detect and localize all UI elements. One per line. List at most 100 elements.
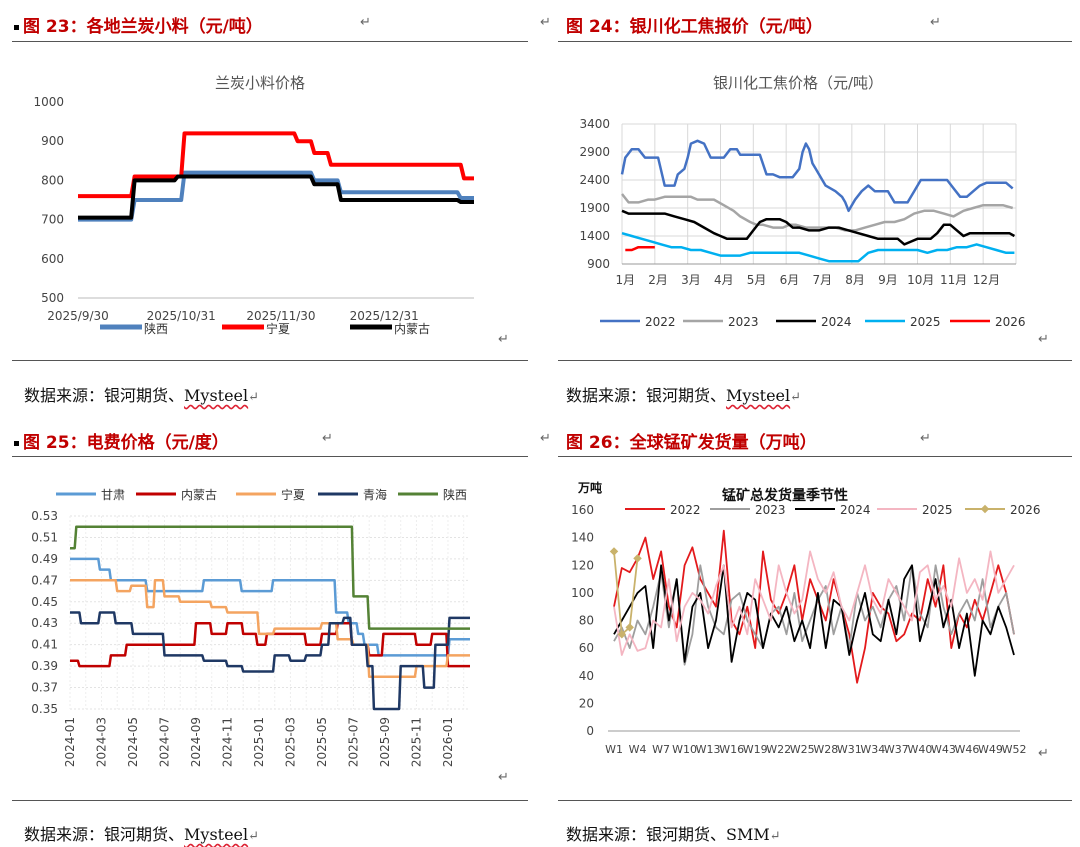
return-mark-icon: ↵ [540, 15, 551, 30]
return-mark-icon: ↵ [1038, 332, 1049, 347]
y-tick-label: 0.53 [31, 509, 58, 523]
return-mark-icon: ↵ [322, 431, 333, 446]
x-tick-label: W1 [605, 743, 623, 756]
fig24-bottom-rule [558, 360, 1072, 361]
series-marker-2026 [633, 554, 642, 563]
y-tick-label: 0.51 [31, 530, 58, 544]
x-tick-label: W10 [672, 743, 697, 756]
x-tick-label: 6月 [780, 273, 800, 287]
x-tick-label: 2025-03 [283, 717, 297, 767]
x-tick-label: 2025-11 [409, 717, 423, 767]
chart-fig26: 锰矿总发货量季节性 万吨 0 20 40 60 80 100 120 140 160 W1 W4 W7… [571, 480, 1041, 756]
x-tick-label: W19 [743, 743, 768, 756]
legend-label: 内蒙古 [394, 321, 430, 336]
legend-label: 2023 [728, 315, 759, 329]
fig23-source: 数据来源：银河期货、Mysteel↵ [24, 386, 260, 405]
chart-fig23: 兰炭小料价格 500 600 700 800 900 1000 2025/9/30 2025/… [33, 74, 474, 336]
return-mark-icon: ↵ [498, 770, 509, 785]
chart23-title: 兰炭小料价格 [215, 74, 305, 92]
x-tick-label: 2024-03 [94, 717, 108, 767]
x-tick-label: 5月 [747, 273, 767, 287]
fig25-title: 图 25：电费价格（元/度） [14, 428, 229, 453]
x-tick-label: W37 [884, 743, 909, 756]
fig26-title: 图 26：全球锰矿发货量（万吨） [566, 433, 817, 453]
legend-label: 陕西 [144, 321, 168, 336]
x-tick-label: 2026-01 [441, 717, 455, 767]
x-tick-label: W4 [629, 743, 647, 756]
chart-fig25: 0.35 0.37 0.39 0.41 0.43 0.45 0.47 0.49 0.51 0.53… [31, 487, 470, 767]
x-tick-label: W13 [696, 743, 721, 756]
y-tick-label: 1000 [33, 95, 64, 109]
x-tick-label: 10月 [907, 273, 934, 287]
x-tick-label: 2025-01 [252, 717, 266, 767]
legend-marker [980, 504, 990, 514]
legend-label: 陕西 [443, 487, 467, 502]
y-tick-label: 0.41 [31, 638, 58, 652]
series-line-2024 [621, 209, 1016, 246]
fig25-source: 数据来源：银河期货、Mysteel↵ [24, 825, 260, 844]
series-line-甘肃 [70, 557, 470, 657]
x-tick-label: 8月 [845, 273, 865, 287]
x-tick-label: 12月 [973, 273, 1000, 287]
x-tick-label: W52 [1002, 743, 1027, 756]
return-mark-icon: ↵ [498, 332, 509, 347]
x-tick-label: W34 [860, 743, 885, 756]
fig26-bottom-rule [558, 800, 1072, 801]
legend-label: 2025 [922, 503, 953, 517]
legend-label: 2022 [645, 315, 676, 329]
y-tick-label: 160 [571, 503, 594, 517]
return-mark-icon: ↵ [1038, 746, 1049, 761]
legend-label: 2024 [840, 503, 871, 517]
chart-fig24: 银川化工焦价格（元/吨） 900 1400 1900 2400 2900 3400 1月 2月… [579, 74, 1025, 329]
x-tick-label: 2025-07 [346, 717, 360, 767]
legend-label: 2023 [755, 503, 786, 517]
fig26-source: 数据来源：银河期货、SMM↵ [566, 825, 781, 844]
x-tick-label: 9月 [878, 273, 898, 287]
x-tick-label: 2024-07 [157, 717, 171, 767]
x-tick-label: 7月 [812, 273, 832, 287]
panel-fig23: 图 23：各地兰炭小料（元/吨） ↵ 兰炭小料价格 500 600 700 800 90… [0, 0, 540, 424]
series-marker-2026 [609, 547, 619, 556]
panel-fig25: 图 25：电费价格（元/度） ↵ 0.35 0.37 0.39 0.41 0.43 0.4… [0, 424, 540, 847]
series-line-宁夏 [78, 131, 474, 199]
fig24-source: 数据来源：银河期货、Mysteel↵ [566, 386, 802, 405]
x-tick-label: W28 [813, 743, 838, 756]
y-tick-label: 800 [41, 173, 64, 187]
series-line-2023 [621, 193, 1014, 232]
x-tick-label: W49 [978, 743, 1003, 756]
y-tick-label: 500 [41, 291, 64, 305]
legend-label: 甘肃 [101, 488, 125, 502]
y-tick-label: 140 [571, 531, 594, 545]
legend-label: 内蒙古 [181, 487, 217, 502]
y-tick-label: 120 [571, 558, 594, 572]
y-tick-label: 20 [579, 696, 594, 710]
fig25-top-rule [12, 456, 528, 457]
series-line-陕西 [70, 525, 470, 630]
y-tick-label: 40 [579, 669, 594, 683]
x-tick-label: W7 [652, 743, 670, 756]
series-line-2022 [613, 529, 1015, 684]
x-tick-label: 11月 [940, 273, 967, 287]
panel-fig26: ↵ 图 26：全球锰矿发货量（万吨） ↵ 锰矿总发货量季节性 万吨 0 20 40 6… [540, 424, 1080, 847]
return-mark-icon: ↵ [540, 431, 551, 446]
series-line-2026 [625, 245, 655, 252]
fig23-bottom-rule [12, 360, 528, 361]
legend-label: 宁夏 [281, 487, 305, 502]
y-tick-label: 600 [41, 252, 64, 266]
series-line-2025 [613, 550, 1015, 656]
x-tick-label: 2月 [648, 273, 668, 287]
y-tick-label: 0.37 [31, 681, 58, 695]
y-tick-label: 900 [41, 134, 64, 148]
x-tick-label: 2025/10/31 [147, 309, 216, 323]
y-tick-label: 0.43 [31, 616, 58, 630]
fig23-title: 图 23：各地兰炭小料（元/吨） [14, 12, 263, 37]
y-tick-label: 900 [587, 257, 610, 271]
y-tick-label: 1400 [579, 229, 610, 243]
y-tick-label: 60 [579, 641, 594, 655]
legend-label: 青海 [363, 487, 387, 502]
legend-label: 2026 [1010, 503, 1041, 517]
chart24-title: 银川化工焦价格（元/吨） [713, 74, 883, 92]
x-tick-label: 2025-09 [378, 717, 392, 767]
x-tick-label: W16 [719, 743, 744, 756]
y-tick-label: 0.39 [31, 659, 58, 673]
